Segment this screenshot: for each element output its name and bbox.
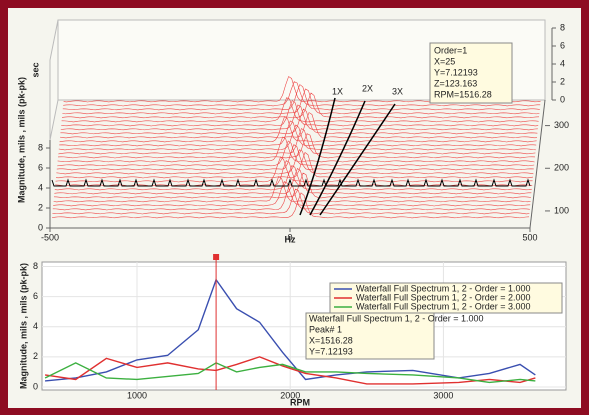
annotation-text: X=1516.28 [309,335,353,345]
t-tick-label: 300 [554,120,569,130]
annotation-text: Peak# 1 [309,324,342,334]
y-tick-label: 0 [38,222,43,232]
spectrum-trace [57,133,536,159]
z-tick-label: 2 [560,76,565,86]
y-label: Magnitude, mils , mils (pk-pk) [16,77,26,203]
t-tick-label: 200 [554,163,569,173]
annotation-text: Order=1 [434,45,467,55]
annotation-text: RPM=1516.28 [434,89,492,99]
y-tick-label: 2 [33,351,38,361]
spectrum-trace [59,112,538,139]
y-tick-label: 4 [38,182,43,192]
y-tick-label: 8 [38,142,43,152]
side-plane [49,19,59,141]
spectrum-trace [61,100,539,127]
x-label: RPM [290,397,310,407]
annotation-box [429,42,513,104]
legend-label: Waterfall Full Spectrum 1, 2 - Order = 1… [356,283,531,293]
x-label: Hz [285,234,296,244]
spectrum-trace [61,92,540,119]
y-tick-label: 6 [38,162,43,172]
annotation-text: Y=7.12193 [434,67,478,77]
spectrum-trace [63,81,541,107]
legend-label: Waterfall Full Spectrum 1, 2 - Order = 2… [356,292,531,302]
waterfall-chart: Magnitude, mils , mils (pk-pk) sec Hz -5… [16,19,569,244]
spectrum-trace [54,168,532,195]
spectrum-trace [60,104,538,131]
y-tick-label: 8 [33,261,38,271]
x-tick-label: 3000 [433,390,453,400]
order-trace [309,100,366,216]
order-trace [299,97,336,216]
cursor-handle [213,254,220,260]
y-tick-label: 6 [33,291,38,301]
spectrum-trace [57,136,535,163]
legend-label: Waterfall Full Spectrum 1, 2 - Order = 3… [356,301,531,311]
x-tick-label: 500 [522,232,537,242]
order-label: 1X [332,86,343,96]
z-tick-label: 0 [560,94,565,104]
legend-box [329,282,563,314]
spectrum-trace [60,108,538,135]
y-tick-label: 4 [33,321,38,331]
order-trace [319,103,396,216]
series-line [44,362,536,384]
z-tick-label: 8 [560,22,565,32]
spectrum-trace [53,176,531,203]
spectrum-trace [52,184,530,211]
x-tick-label: 0 [287,232,292,242]
spectrum-trace [51,192,530,219]
cursor-trace [51,178,531,187]
spectrum-trace [61,97,539,123]
z-tick-label: 4 [560,58,565,68]
spectrum-trace [55,152,534,179]
annotation-text: Y=7.12193 [309,346,353,356]
spectrum-trace [57,140,535,167]
annotation-text: Z=123.163 [434,78,477,88]
depth-axis [529,99,546,229]
y-tick-label: 2 [38,202,43,212]
z-tick-label: 6 [560,40,565,50]
t-tick-label: 100 [554,205,569,215]
spectrum-trace [56,149,534,175]
order-label: 2X [362,83,373,93]
spectrum-trace [58,128,536,155]
order-label: 3X [392,86,403,96]
spectrum-trace [52,188,530,215]
y-label: Magnitude, mils , mils (pk-pk) [18,263,28,389]
annotation-text: X=25 [434,56,455,66]
series-line [44,278,536,382]
spectrum-trace [62,84,540,111]
spectrum-trace [53,172,532,199]
series-line [44,356,536,385]
x-tick-label: -500 [41,232,59,242]
line-chart: Magnitude, mils , mils (pk-pk) RPM 0 2 4 6 8… [18,254,567,407]
y-label-unit: sec [30,62,40,77]
spectrum-trace [59,116,537,143]
x-tick-label: 2000 [280,390,300,400]
spectrum-trace [56,144,534,171]
spectrum-trace [62,88,540,115]
annotation-text: Waterfall Full Spectrum 1, 2 - Order = 1… [309,313,484,323]
annotation-box [305,312,435,360]
spectrum-trace [59,120,537,147]
x-tick-label: 1000 [127,390,147,400]
y-tick-label: 0 [33,381,38,391]
